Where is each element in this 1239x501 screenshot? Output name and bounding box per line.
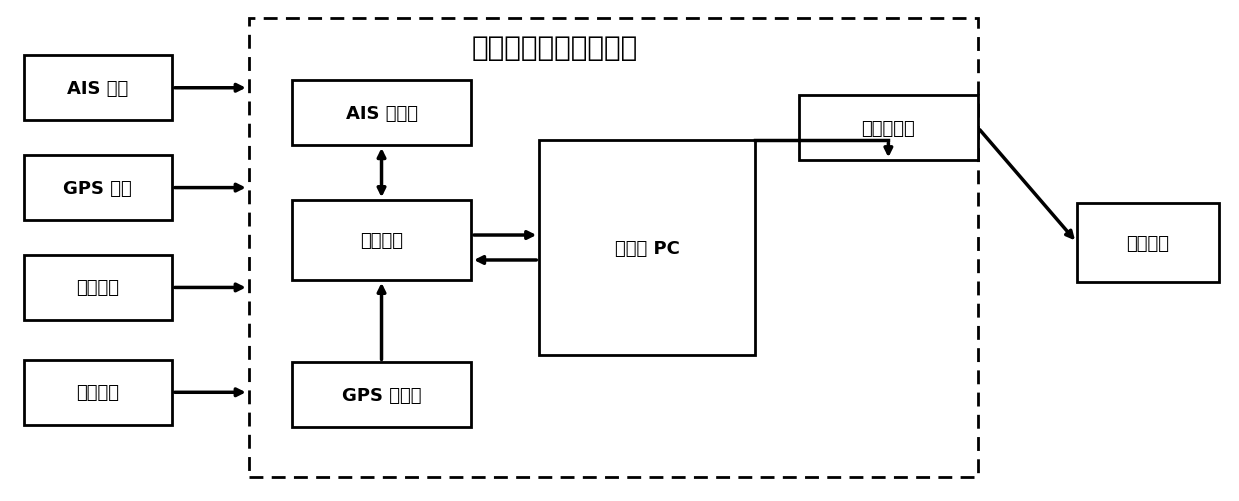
Text: 太阳能供: 太阳能供 <box>77 383 119 401</box>
Text: AIS 接收单: AIS 接收单 <box>346 105 418 122</box>
Bar <box>292 363 471 427</box>
Text: 北斗天线: 北斗天线 <box>77 279 119 297</box>
Bar <box>24 56 172 121</box>
Text: 全向多路: 全向多路 <box>1126 234 1170 252</box>
Bar <box>539 141 756 355</box>
Text: 智能感知航标设备主机: 智能感知航标设备主机 <box>472 34 638 62</box>
Text: 树莓派 PC: 树莓派 PC <box>615 239 680 257</box>
Text: 警示灯驱动: 警示灯驱动 <box>861 119 916 137</box>
Bar <box>1077 203 1219 283</box>
Bar <box>24 256 172 320</box>
Text: GPS 接收单: GPS 接收单 <box>342 386 421 404</box>
Bar <box>799 96 978 161</box>
Text: 通信转换: 通信转换 <box>361 231 403 249</box>
Bar <box>249 19 978 477</box>
Bar <box>292 81 471 146</box>
Text: GPS 天线: GPS 天线 <box>63 179 133 197</box>
Text: AIS 天线: AIS 天线 <box>67 80 129 98</box>
Bar <box>292 201 471 281</box>
Bar <box>24 360 172 425</box>
Bar <box>24 156 172 220</box>
